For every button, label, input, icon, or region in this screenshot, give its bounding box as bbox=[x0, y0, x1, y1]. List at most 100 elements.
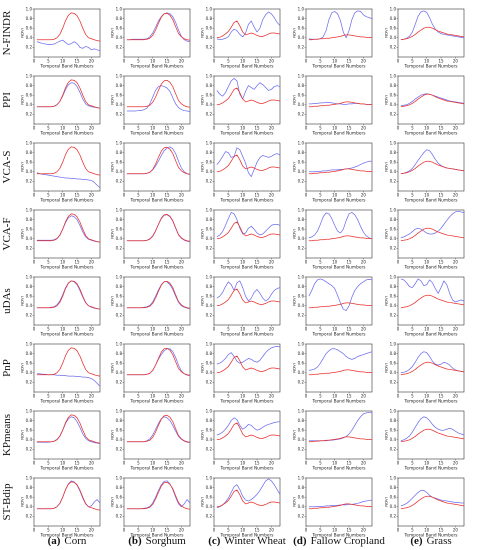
column-label-fallow-cropland: (d) Fallow Cropland bbox=[293, 535, 385, 547]
x-tick-label: 15 bbox=[254, 59, 260, 64]
y-tick-label: 0.4 bbox=[26, 236, 33, 241]
x-tick-label: 0 bbox=[397, 394, 400, 399]
y-tick-label: 1.0 bbox=[390, 140, 397, 145]
x-tick-label: 5 bbox=[411, 327, 414, 332]
x-tick-label: 5 bbox=[47, 461, 50, 466]
y-tick-label: 1.0 bbox=[26, 408, 33, 413]
y-tick-label: 0.8 bbox=[206, 150, 213, 155]
estimated-series-line bbox=[216, 417, 281, 436]
x-tick-label: 10 bbox=[150, 193, 156, 198]
y-tick-label: 0.4 bbox=[298, 437, 305, 442]
y-axis-label: NDVI bbox=[20, 162, 25, 171]
y-axis-label: NDVI bbox=[20, 296, 25, 305]
y-tick-label: 0.2 bbox=[26, 112, 33, 117]
y-tick-label: 1.0 bbox=[206, 475, 213, 480]
x-tick-label: 20 bbox=[179, 327, 185, 332]
axes-frame bbox=[33, 75, 101, 125]
x-tick-label: 20 bbox=[89, 461, 95, 466]
x-tick-label: 5 bbox=[47, 260, 50, 265]
y-tick-label: 0.6 bbox=[390, 294, 397, 299]
axes-frame bbox=[397, 142, 465, 192]
x-tick-label: 10 bbox=[240, 193, 246, 198]
y-tick-label: 0.4 bbox=[206, 102, 213, 107]
y-axis-label: NDVI bbox=[292, 28, 297, 37]
y-tick-label: 0.4 bbox=[298, 35, 305, 40]
y-tick-label: 1.0 bbox=[298, 73, 305, 78]
y-tick-label: 0.8 bbox=[26, 284, 33, 289]
reference-series-line bbox=[126, 12, 191, 41]
y-axis-label: NDVI bbox=[110, 497, 115, 506]
y-tick-label: 1.0 bbox=[298, 274, 305, 279]
y-tick-label: 0.4 bbox=[206, 236, 213, 241]
x-tick-label: 15 bbox=[254, 461, 260, 466]
x-tick-label: 20 bbox=[361, 327, 367, 332]
reference-series-line bbox=[36, 146, 101, 176]
y-tick-label: 0.4 bbox=[390, 35, 397, 40]
y-axis-label: NDVI bbox=[200, 430, 205, 439]
y-tick-label: 0.2 bbox=[390, 514, 397, 519]
y-tick-label: 0.6 bbox=[26, 26, 33, 31]
y-tick-label: 1.0 bbox=[26, 274, 33, 279]
y-tick-label: 0.6 bbox=[390, 495, 397, 500]
y-axis-label: NDVI bbox=[200, 229, 205, 238]
x-tick-label: 15 bbox=[74, 126, 80, 131]
y-tick-label: 0.8 bbox=[390, 217, 397, 222]
x-tick-label: 15 bbox=[164, 528, 170, 533]
x-tick-label: 10 bbox=[240, 327, 246, 332]
x-tick-label: 20 bbox=[269, 126, 275, 131]
y-tick-label: 0.2 bbox=[116, 447, 123, 452]
y-tick-label: 0.8 bbox=[26, 418, 33, 423]
x-tick-label: 15 bbox=[74, 461, 80, 466]
y-tick-label: 0.6 bbox=[116, 26, 123, 31]
x-tick-label: 20 bbox=[179, 461, 185, 466]
y-tick-label: 0.2 bbox=[26, 179, 33, 184]
row-label-udas: uDAs bbox=[1, 288, 13, 314]
x-tick-label: 0 bbox=[213, 193, 216, 198]
y-tick-label: 1.0 bbox=[390, 341, 397, 346]
x-axis-label: Temporal Band Numbers bbox=[404, 533, 459, 539]
y-tick-label: 0.4 bbox=[206, 504, 213, 509]
x-tick-label: 15 bbox=[438, 59, 444, 64]
row-label-st-bdip: ST-Bdip bbox=[1, 483, 13, 520]
y-tick-label: 0.6 bbox=[390, 227, 397, 232]
x-axis-label: Temporal Band Numbers bbox=[312, 131, 367, 137]
row-labels: N-FINDR PPI VCA-S VCA-F uDAs PnP KPmeans ST-Bdi… bbox=[1, 10, 13, 520]
x-tick-label: 10 bbox=[332, 528, 338, 533]
y-tick-label: 1.0 bbox=[116, 408, 123, 413]
y-tick-label: 0.6 bbox=[26, 495, 33, 500]
y-tick-label: 1.0 bbox=[116, 140, 123, 145]
estimated-series-line bbox=[400, 490, 464, 507]
y-tick-label: 0.8 bbox=[26, 83, 33, 88]
y-tick-label: 0.4 bbox=[390, 370, 397, 375]
axes-frame bbox=[305, 276, 373, 326]
x-tick-label: 15 bbox=[438, 528, 444, 533]
reference-series-line bbox=[126, 481, 191, 510]
x-axis-label: Temporal Band Numbers bbox=[404, 265, 459, 271]
x-tick-label: 5 bbox=[319, 327, 322, 332]
estimated-series-line bbox=[36, 215, 101, 243]
y-tick-label: 0.4 bbox=[298, 370, 305, 375]
x-tick-label: 20 bbox=[453, 394, 459, 399]
x-tick-label: 10 bbox=[424, 461, 430, 466]
reference-series-line bbox=[126, 280, 191, 309]
estimated-series-line bbox=[308, 499, 373, 508]
x-tick-label: 0 bbox=[33, 394, 36, 399]
y-axis-label: NDVI bbox=[20, 363, 25, 372]
x-tick-label: 15 bbox=[74, 59, 80, 64]
axes-frame bbox=[33, 410, 101, 460]
y-axis-label: NDVI bbox=[292, 430, 297, 439]
x-tick-label: 0 bbox=[397, 59, 400, 64]
axes-frame bbox=[397, 75, 465, 125]
reference-series-line bbox=[216, 20, 281, 39]
y-tick-label: 0.8 bbox=[390, 150, 397, 155]
reference-series-line bbox=[308, 503, 373, 510]
x-tick-label: 20 bbox=[269, 528, 275, 533]
y-tick-label: 0.4 bbox=[116, 504, 123, 509]
